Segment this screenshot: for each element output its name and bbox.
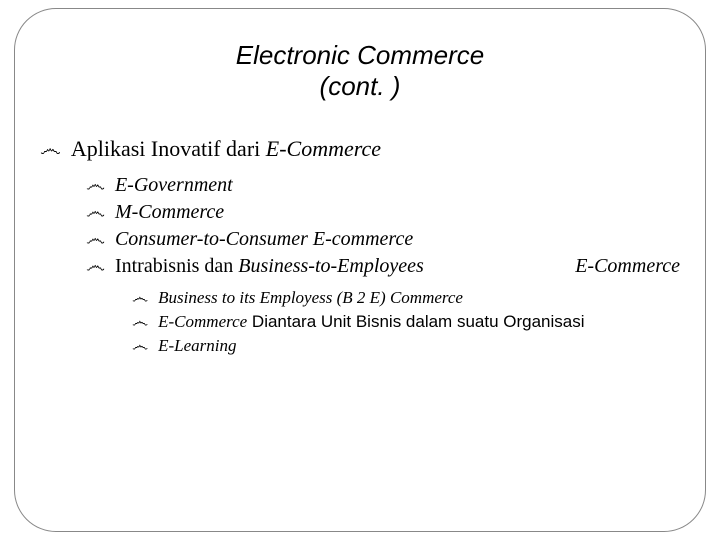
item-text: E-Commerce Diantara Unit Bisnis dalam su… <box>158 312 584 332</box>
item-text: Consumer-to-Consumer E-commerce <box>115 228 413 251</box>
bullet-icon: ෴ <box>132 312 148 332</box>
item-italic: Business-to-Employees <box>238 255 424 277</box>
bullet-icon: ෴ <box>132 336 148 356</box>
item-trailing: E-Commerce <box>535 255 680 278</box>
item-text: M-Commerce <box>115 201 224 224</box>
slide-title: Electronic Commerce (cont. ) <box>40 40 680 102</box>
item-text: E-Learning <box>158 336 236 356</box>
title-line-2: (cont. ) <box>40 71 680 102</box>
item-text: E-Government <box>115 174 233 197</box>
list-item: ෴ E-Commerce Diantara Unit Bisnis dalam … <box>132 312 680 332</box>
item-row: Intrabisnis dan Business-to-Employees E-… <box>115 255 680 278</box>
bullet-icon: ෴ <box>132 288 148 308</box>
heading-text: Aplikasi Inovatif dari E-Commerce <box>71 136 381 162</box>
list-item: ෴ Business to its Employess (B 2 E) Comm… <box>132 288 680 308</box>
list-item: ෴ E-Learning <box>132 336 680 356</box>
bullet-icon: ෴ <box>86 255 105 278</box>
heading-italic: E-Commerce <box>266 136 381 161</box>
item-plain: Diantara Unit Bisnis dalam suatu Organis… <box>247 312 584 331</box>
list-item: ෴ M-Commerce <box>86 201 680 224</box>
list-item: ෴ Consumer-to-Consumer E-commerce <box>86 228 680 251</box>
bullet-icon: ෴ <box>86 228 105 251</box>
bullet-icon: ෴ <box>86 174 105 197</box>
heading-item: ෴ Aplikasi Inovatif dari E-Commerce <box>40 136 680 162</box>
item-italic: E-Commerce <box>158 312 247 331</box>
list-item: ෴ E-Government <box>86 174 680 197</box>
slide-content: Electronic Commerce (cont. ) ෴ Aplikasi … <box>0 0 720 540</box>
list-item: ෴ Intrabisnis dan Business-to-Employees … <box>86 255 680 278</box>
title-line-1: Electronic Commerce <box>40 40 680 71</box>
item-italic: Business to its Employess (B 2 E) Commer… <box>158 288 463 307</box>
slide-footer-number <box>34 504 50 520</box>
item-plain: Intrabisnis dan <box>115 255 238 277</box>
item-italic: E-Learning <box>158 336 236 355</box>
item-text: Intrabisnis dan Business-to-Employees <box>115 255 424 278</box>
bullet-icon: ෴ <box>40 136 61 162</box>
bullet-icon: ෴ <box>86 201 105 224</box>
heading-plain: Aplikasi Inovatif dari <box>71 136 266 161</box>
item-text: Business to its Employess (B 2 E) Commer… <box>158 288 463 308</box>
